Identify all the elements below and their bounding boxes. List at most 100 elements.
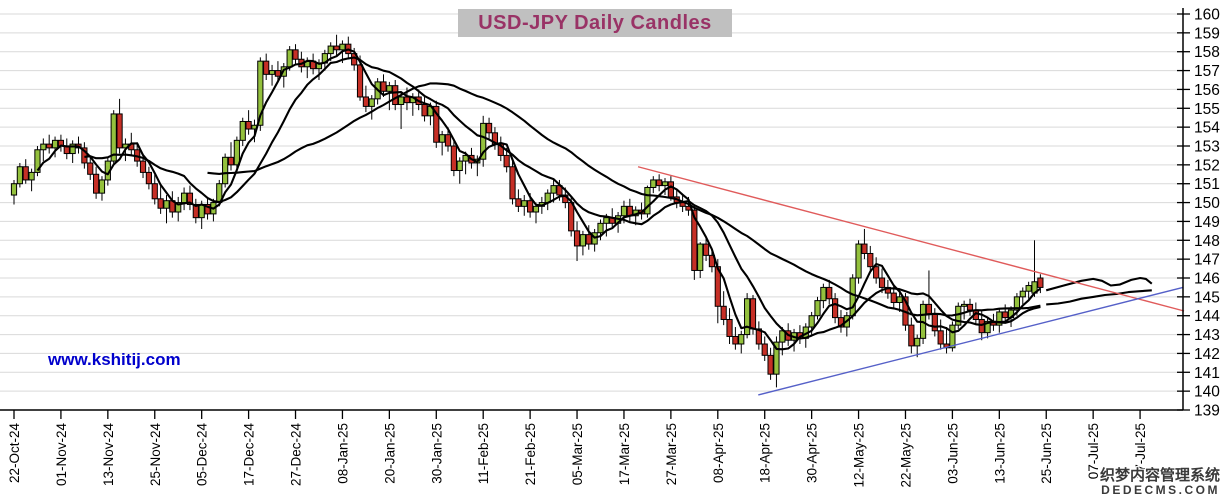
candle-down (527, 200, 534, 213)
candle-up (233, 139, 240, 166)
candle-down (204, 203, 211, 215)
candle-up (779, 330, 786, 343)
candle-down (380, 81, 387, 92)
x-tick-label: 30-Jan-25 (429, 423, 444, 484)
y-tick-label: 158 (1194, 44, 1220, 61)
candle-down (573, 230, 581, 247)
x-tick-label: 05-Mar-25 (570, 423, 585, 485)
x-tick-label: 25-Nov-24 (148, 423, 163, 487)
candle-down (450, 145, 457, 172)
candle-down (732, 335, 739, 345)
candle-down (362, 96, 369, 107)
candle-down (861, 243, 868, 254)
x-tick-label: 25-Jun-25 (1039, 423, 1054, 484)
candle-up (368, 98, 375, 107)
candle-up (650, 179, 657, 188)
x-tick-label: 11-Feb-25 (476, 423, 491, 484)
candle-down (421, 104, 428, 117)
x-tick-label: 17-Mar-25 (617, 423, 632, 485)
candle-down (890, 292, 897, 304)
candle-up (28, 171, 35, 181)
candle-down (139, 160, 147, 173)
candle-down (433, 105, 440, 143)
candle-up (744, 298, 751, 336)
x-tick-label: 13-Nov-24 (101, 423, 116, 487)
x-tick-label: 20-Jan-25 (382, 423, 397, 484)
candle-up (51, 139, 59, 149)
candle-up (697, 243, 704, 271)
x-tick-label: 03-Jun-25 (945, 423, 960, 484)
candle-down (292, 49, 299, 60)
candle-down (87, 162, 94, 175)
candle-up (603, 217, 610, 224)
candle-down (46, 143, 53, 149)
x-tick-label: 07-Jul-25 (1086, 423, 1101, 479)
candle-up (462, 154, 469, 162)
candle-up (10, 183, 18, 196)
x-tick-label: 08-Jan-25 (335, 423, 350, 484)
resistance-trendline (637, 166, 1185, 312)
candle-down (403, 96, 411, 104)
candle-down (749, 298, 757, 330)
y-tick-label: 148 (1194, 233, 1220, 250)
x-tick-label: 12-May-25 (852, 423, 867, 488)
y-tick-label: 157 (1194, 63, 1220, 80)
candle-up (773, 341, 780, 375)
y-tick-label: 139 (1194, 403, 1220, 420)
y-tick-label: 154 (1194, 120, 1220, 137)
candle-up (198, 203, 205, 219)
candle-up (456, 160, 463, 172)
y-tick-label: 153 (1194, 139, 1220, 156)
candle-down (978, 318, 985, 334)
candle-down (192, 203, 199, 219)
chart-title: USD-JPY Daily Candles (458, 9, 732, 37)
candle-up (1019, 290, 1026, 298)
candle-up (69, 143, 76, 155)
candle-up (175, 202, 182, 213)
candle-up (579, 234, 587, 247)
candle-down (691, 209, 698, 271)
y-tick-label: 146 (1194, 271, 1220, 288)
candle-down (1002, 311, 1009, 319)
candle-up (814, 300, 821, 317)
candle-up (286, 49, 293, 68)
candle-down (826, 286, 833, 300)
candle-up (327, 45, 334, 55)
candle-up (222, 156, 229, 185)
candle-down (515, 198, 522, 207)
candle-down (931, 313, 938, 332)
candle-down (656, 179, 663, 187)
y-tick-label: 155 (1194, 101, 1220, 118)
y-tick-label: 160 (1194, 7, 1220, 24)
y-tick-label: 150 (1194, 195, 1220, 212)
candle-down (585, 234, 592, 245)
candle-up (257, 60, 264, 126)
y-tick-label: 151 (1194, 176, 1220, 193)
candle-up (644, 186, 651, 215)
candle-down (925, 303, 933, 315)
ma-projection-line (1046, 289, 1152, 306)
candle-up (268, 70, 276, 75)
candle-down (702, 243, 710, 256)
candle-down (503, 154, 510, 168)
candle-down (878, 277, 886, 288)
x-tick-label: 22-Oct-24 (7, 423, 22, 484)
candle-down (274, 70, 282, 77)
candle-down (263, 60, 270, 75)
candle-up (180, 192, 188, 204)
dedecms-watermark-en: DEDECMS.COM (1101, 483, 1220, 498)
candle-down (873, 266, 880, 279)
candle-down (22, 166, 29, 181)
candle-up (661, 181, 669, 187)
candle-down (81, 147, 88, 164)
x-tick-label: 22-May-25 (898, 423, 913, 488)
moving-average-line (84, 56, 1041, 340)
candle-up (163, 200, 170, 209)
candle-down (761, 343, 768, 356)
y-tick-label: 156 (1194, 82, 1220, 99)
support-trendline (758, 286, 1184, 396)
candle-up (532, 205, 540, 213)
candle-down (1037, 277, 1044, 288)
